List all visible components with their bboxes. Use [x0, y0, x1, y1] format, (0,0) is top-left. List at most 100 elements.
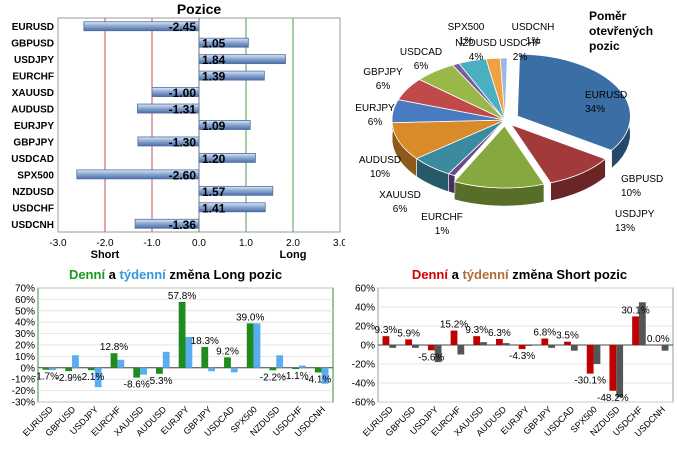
title-part: změna Long pozic: [166, 267, 282, 282]
weekly-change-bar: [616, 345, 624, 398]
daily-change-bar: [632, 316, 639, 345]
data-label: -2.2%: [260, 372, 286, 383]
value-label: -1.00: [169, 86, 197, 100]
data-label: 18.3%: [191, 336, 219, 347]
pie-slice-name: EURCHF: [421, 212, 463, 223]
position-bar: [198, 54, 286, 65]
y-tick-label: 10%: [15, 352, 35, 363]
daily-change-bar: [654, 345, 662, 346]
data-label: -8.6%: [124, 380, 150, 391]
weekly-change-bar: [94, 367, 102, 388]
pie-slice: [453, 125, 545, 189]
y-tick-label: -30%: [12, 398, 35, 409]
weekly-change-bar: [434, 345, 442, 363]
daily-change-bar: [586, 345, 594, 374]
position-bar: [137, 103, 200, 114]
positions-chart: Pozice EURUSD -2.45 GBPUSD 1.05 USDJPY 1.84 EUR…: [0, 0, 347, 270]
daily-change-bar: [496, 339, 503, 345]
data-label: 9.3%: [375, 325, 398, 336]
change-chart-title: Denní a týdenní změna Short pozic: [412, 267, 627, 282]
weekly-change-bar: [412, 345, 419, 348]
pie-slice-percent: 34%: [585, 104, 605, 115]
pie-slice-percent: 1%: [435, 226, 450, 237]
daily-change-bar: [65, 367, 73, 372]
data-label: 5.9%: [397, 328, 420, 339]
y-tick-label: 20%: [15, 341, 35, 352]
pie-title-line: pozic: [589, 39, 620, 53]
pie-slice-name: USDCAD: [400, 47, 442, 58]
weekly-change-bar: [162, 351, 170, 368]
category-label: GBPJPY: [13, 137, 54, 148]
value-label: 1.41: [202, 201, 226, 215]
y-tick-label: 0%: [21, 363, 36, 374]
position-bar: [198, 120, 251, 130]
data-label: 0.0%: [647, 334, 670, 345]
data-label: 39.0%: [236, 312, 264, 323]
pie-slice-percent: 10%: [370, 169, 390, 180]
title-part: Denní: [412, 267, 449, 282]
position-bar: [151, 87, 200, 97]
category-label: USDCHF: [12, 203, 54, 214]
data-label: 30.1%: [621, 305, 649, 316]
weekly-change-bar: [570, 345, 578, 351]
pie-slice-percent: 6%: [393, 204, 408, 215]
y-tick-label: -40%: [352, 379, 375, 390]
position-bar: [198, 70, 265, 81]
x-tick-label: 3.0: [333, 238, 345, 249]
pie-slice: [516, 53, 631, 151]
data-label: -4.1%: [305, 374, 331, 385]
daily-change-bar: [42, 367, 50, 370]
position-bar: [198, 37, 249, 48]
position-bar: [198, 153, 256, 163]
x-tick-label: 2.0: [286, 238, 300, 249]
weekly-change-bar: [140, 367, 147, 375]
positions-title: Pozice: [177, 1, 222, 17]
data-label: -48.2%: [597, 393, 629, 404]
category-label: GBPUSD: [11, 39, 54, 50]
positions-chart-svg: Pozice EURUSD -2.45 GBPUSD 1.05 USDJPY 1.84 EUR…: [11, 1, 347, 261]
pie-slice-name: AUDUSD: [359, 155, 401, 166]
y-tick-label: 70%: [15, 284, 35, 295]
y-tick-label: 20%: [355, 322, 375, 333]
value-label: -1.36: [169, 218, 197, 232]
pie-slice-name: USDCHF: [499, 38, 541, 49]
title-part: a: [105, 267, 119, 282]
pie-slice-name: USDCNH: [512, 22, 555, 33]
weekly-change-bar: [457, 345, 465, 355]
data-label: 9.3%: [465, 325, 488, 336]
daily-change-bar: [292, 367, 299, 370]
data-label: 6.3%: [488, 328, 511, 339]
y-tick-label: 50%: [15, 306, 35, 317]
pie-slice-name: USDJPY: [615, 209, 655, 220]
title-part: změna Short pozic: [509, 267, 627, 282]
value-label: 1.39: [202, 70, 226, 84]
data-label: 3.5%: [556, 331, 579, 342]
category-label: USDCAD: [11, 154, 54, 165]
category-label: AUDUSD: [11, 105, 54, 116]
long-label: Long: [280, 249, 307, 261]
pie-slice-side: [448, 173, 456, 194]
data-label: -4.3%: [509, 351, 535, 362]
ratio-pie-chart-svg: EURUSD 34% GBPUSD 10% USDJPY 13% EURCHF 1% XAUUS…: [355, 9, 663, 237]
pie-slice-percent: 6%: [376, 81, 391, 92]
pie-slice-name: GBPJPY: [363, 67, 403, 78]
data-label: -30.1%: [574, 376, 606, 387]
daily-change-bar: [133, 367, 141, 378]
daily-change-bar: [382, 336, 390, 345]
daily-change-bar: [87, 367, 95, 371]
pie-slice-percent: 4%: [469, 52, 484, 63]
data-label: 57.8%: [168, 291, 196, 302]
y-tick-label: -60%: [352, 398, 375, 409]
weekly-change-bar: [548, 345, 555, 348]
daily-change-bar: [518, 345, 526, 350]
long-change-chart-svg: Denní a týdenní změna Long pozic 70%60%50…: [12, 267, 334, 439]
pie-slice-name: NZDUSD: [455, 38, 497, 49]
pie-slice-name: EURJPY: [355, 103, 395, 114]
daily-change-bar: [156, 367, 163, 374]
y-tick-label: 30%: [15, 329, 35, 340]
daily-change-bar: [541, 338, 549, 345]
category-label: SPX500: [17, 170, 54, 181]
category-label: USDCNH: [11, 220, 54, 231]
long-change-chart: Denní a týdenní změna Long pozic 70% 60% 50…: [0, 262, 338, 457]
ratio-pie-chart: EURUSD 34% GBPUSD 10% USDJPY 13% EURCHF 1% XAUUS…: [345, 0, 677, 270]
